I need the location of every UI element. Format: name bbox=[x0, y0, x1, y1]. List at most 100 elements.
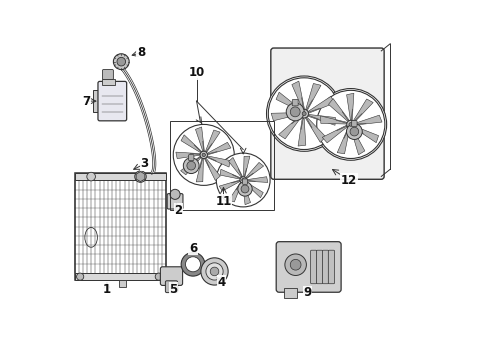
Polygon shape bbox=[207, 142, 231, 155]
Polygon shape bbox=[346, 93, 354, 121]
Circle shape bbox=[290, 259, 301, 270]
Circle shape bbox=[206, 263, 223, 280]
Polygon shape bbox=[229, 182, 242, 202]
Text: 2: 2 bbox=[174, 204, 183, 217]
Circle shape bbox=[315, 89, 387, 160]
Circle shape bbox=[201, 258, 228, 285]
Text: 5: 5 bbox=[169, 283, 177, 296]
Circle shape bbox=[241, 185, 249, 193]
Circle shape bbox=[349, 122, 353, 126]
Bar bbox=[119, 280, 126, 287]
FancyBboxPatch shape bbox=[243, 179, 247, 184]
Polygon shape bbox=[276, 92, 302, 111]
Text: 10: 10 bbox=[189, 66, 205, 79]
Polygon shape bbox=[279, 116, 301, 139]
Polygon shape bbox=[292, 81, 305, 109]
Polygon shape bbox=[243, 183, 250, 205]
Bar bbox=[102, 78, 115, 85]
Text: 8: 8 bbox=[137, 46, 145, 59]
Circle shape bbox=[240, 177, 246, 183]
Polygon shape bbox=[246, 162, 264, 179]
Polygon shape bbox=[322, 125, 347, 143]
Bar bbox=[74, 173, 166, 280]
Circle shape bbox=[210, 267, 219, 276]
Polygon shape bbox=[351, 129, 365, 155]
Polygon shape bbox=[355, 115, 382, 125]
Circle shape bbox=[200, 151, 207, 158]
Text: 7: 7 bbox=[82, 95, 91, 108]
Polygon shape bbox=[305, 117, 326, 143]
FancyBboxPatch shape bbox=[311, 250, 317, 284]
Text: 9: 9 bbox=[304, 287, 312, 300]
FancyBboxPatch shape bbox=[189, 155, 194, 161]
FancyBboxPatch shape bbox=[292, 99, 298, 106]
Polygon shape bbox=[245, 182, 263, 198]
FancyBboxPatch shape bbox=[166, 281, 177, 293]
Circle shape bbox=[347, 120, 355, 129]
Text: 6: 6 bbox=[189, 242, 197, 255]
Circle shape bbox=[76, 273, 84, 280]
Bar bbox=[74, 273, 166, 280]
Circle shape bbox=[183, 158, 199, 174]
Bar bbox=[170, 121, 274, 211]
Polygon shape bbox=[328, 99, 349, 121]
FancyBboxPatch shape bbox=[322, 250, 329, 284]
Text: 11: 11 bbox=[216, 195, 232, 208]
Circle shape bbox=[286, 103, 304, 121]
Circle shape bbox=[285, 254, 306, 275]
Polygon shape bbox=[219, 180, 240, 191]
FancyBboxPatch shape bbox=[276, 242, 341, 292]
Polygon shape bbox=[353, 126, 379, 143]
Polygon shape bbox=[320, 116, 347, 124]
Circle shape bbox=[300, 109, 309, 118]
Polygon shape bbox=[196, 158, 203, 182]
Circle shape bbox=[87, 172, 96, 181]
FancyBboxPatch shape bbox=[328, 250, 335, 284]
FancyBboxPatch shape bbox=[352, 121, 357, 126]
Text: 1: 1 bbox=[103, 283, 111, 296]
Circle shape bbox=[290, 107, 300, 117]
FancyBboxPatch shape bbox=[102, 69, 113, 80]
Polygon shape bbox=[244, 156, 250, 177]
Polygon shape bbox=[196, 127, 204, 151]
Polygon shape bbox=[246, 177, 268, 183]
Polygon shape bbox=[204, 158, 220, 180]
Circle shape bbox=[242, 179, 245, 181]
FancyBboxPatch shape bbox=[160, 267, 183, 285]
Polygon shape bbox=[306, 84, 321, 111]
Polygon shape bbox=[353, 99, 373, 122]
Circle shape bbox=[267, 76, 342, 151]
Bar bbox=[93, 90, 100, 112]
FancyBboxPatch shape bbox=[98, 81, 126, 121]
Polygon shape bbox=[337, 127, 349, 154]
Polygon shape bbox=[309, 96, 335, 113]
Polygon shape bbox=[181, 135, 202, 152]
Circle shape bbox=[269, 78, 340, 149]
Circle shape bbox=[202, 153, 205, 157]
Circle shape bbox=[117, 57, 125, 66]
Bar bbox=[284, 288, 297, 298]
Text: 4: 4 bbox=[218, 276, 226, 289]
Circle shape bbox=[302, 112, 306, 116]
Circle shape bbox=[135, 171, 146, 182]
Circle shape bbox=[186, 257, 200, 272]
Text: 3: 3 bbox=[141, 157, 148, 170]
Circle shape bbox=[113, 54, 129, 69]
Circle shape bbox=[187, 161, 196, 170]
Circle shape bbox=[346, 124, 362, 139]
Circle shape bbox=[350, 127, 359, 136]
Text: 12: 12 bbox=[341, 174, 357, 186]
Polygon shape bbox=[229, 157, 243, 177]
Polygon shape bbox=[207, 156, 230, 167]
Bar bbox=[74, 173, 166, 180]
Polygon shape bbox=[220, 169, 241, 179]
Circle shape bbox=[216, 153, 270, 207]
Polygon shape bbox=[271, 113, 300, 121]
FancyBboxPatch shape bbox=[167, 194, 183, 209]
Circle shape bbox=[173, 125, 234, 185]
FancyBboxPatch shape bbox=[317, 250, 323, 284]
Circle shape bbox=[238, 182, 252, 196]
Circle shape bbox=[155, 273, 162, 280]
Circle shape bbox=[170, 189, 180, 199]
Circle shape bbox=[317, 90, 385, 158]
